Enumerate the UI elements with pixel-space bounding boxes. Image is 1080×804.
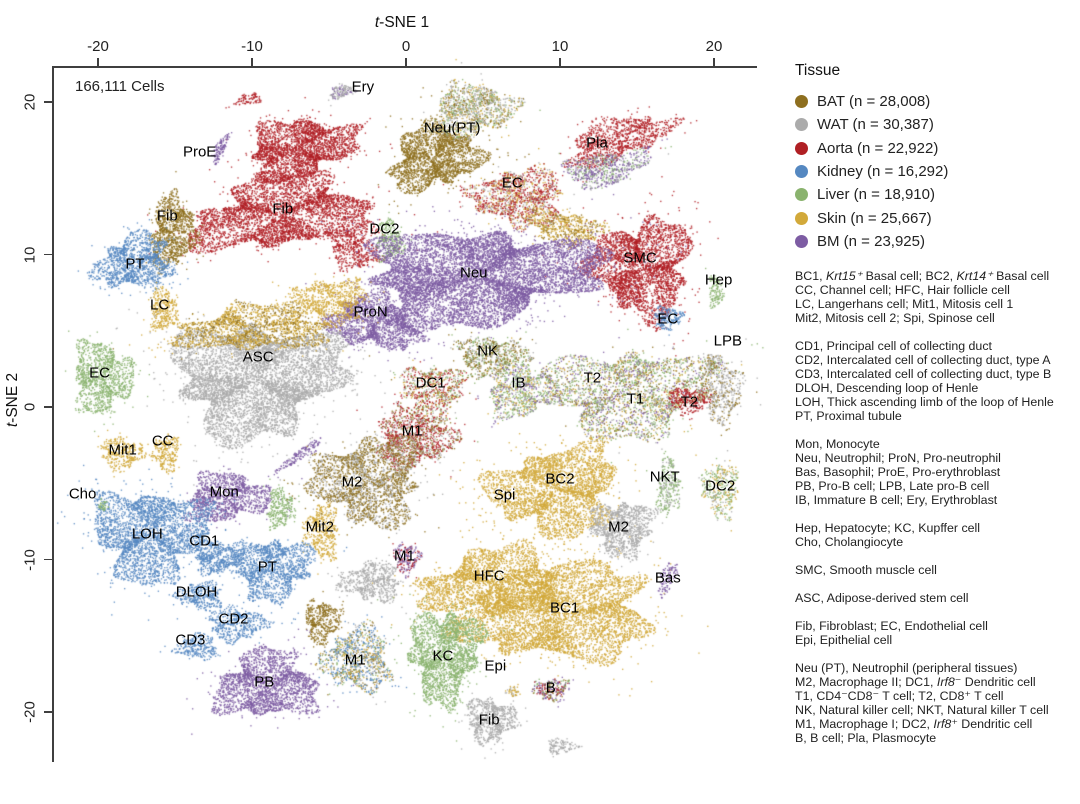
legend-item-label: BM (n = 23,925) — [817, 232, 925, 250]
tissue-swatch-icon — [795, 165, 808, 179]
abbreviation-line: PT, Proximal tubule — [795, 409, 902, 424]
abbreviation-line: DLOH, Descending loop of Henle — [795, 381, 979, 396]
legend-item-label: Liver (n = 18,910) — [817, 186, 935, 204]
legend-item: WAT (n = 30,387) — [788, 113, 1076, 136]
x-axis-title-rest: -SNE 1 — [379, 14, 430, 31]
abbreviation-line: CD3, Intercalated cell of collecting duc… — [795, 367, 1052, 382]
abbreviation-line: LC, Langerhans cell; Mit1, Mitosis cell … — [795, 297, 1014, 312]
legend-item-label: WAT (n = 30,387) — [817, 116, 934, 134]
legend-item: Kidney (n = 16,292) — [788, 160, 1076, 183]
legend-panel: Tissue BAT (n = 28,008) WAT (n = 30,387) A… — [788, 62, 1076, 759]
tissue-swatch-icon — [795, 95, 808, 109]
tissue-swatch-icon — [795, 118, 808, 132]
abbreviation-line: T1, CD4⁻CD8⁻ T cell; T2, CD8⁺ T cell — [795, 689, 1004, 704]
y-tick-mark — [44, 101, 52, 103]
abbreviation-line: Cho, Cholangiocyte — [795, 535, 904, 550]
x-axis-title-italic: t — [374, 14, 380, 31]
legend-item-label: Skin (n = 25,667) — [817, 209, 932, 227]
abbreviation-line: NK, Natural killer cell; NKT, Natural ki… — [795, 703, 1049, 718]
tissue-legend: BAT (n = 28,008) WAT (n = 30,387) Aorta (n… — [788, 90, 1076, 253]
legend-item: Liver (n = 18,910) — [788, 183, 1076, 206]
abbreviation-notes: BC1, Krt15⁺ Basal cell; BC2, Krt14⁺ Basa… — [795, 269, 1076, 745]
abbreviation-line: Mit2, Mitosis cell 2; Spi, Spinose cell — [795, 311, 995, 326]
legend-item-label: Kidney (n = 16,292) — [817, 163, 949, 181]
tissue-swatch-icon — [795, 188, 808, 202]
tissue-swatch-icon — [795, 234, 808, 248]
y-axis-title-rest: -SNE 2 — [4, 372, 21, 423]
legend-item: Skin (n = 25,667) — [788, 206, 1076, 229]
x-tick-mark — [559, 58, 561, 66]
x-tick-mark — [97, 58, 99, 66]
legend-item-label: BAT (n = 28,008) — [817, 93, 931, 111]
abbreviation-line: Fib, Fibroblast; EC, Endothelial cell — [795, 619, 988, 634]
abbreviation-line: IB, Immature B cell; Ery, Erythroblast — [795, 493, 998, 508]
y-tick-mark — [44, 711, 52, 713]
y-tick-label: -10 — [21, 548, 39, 571]
abbreviation-line: Epi, Epithelial cell — [795, 633, 893, 648]
x-tick-label: 10 — [551, 38, 569, 55]
y-tick-mark — [44, 406, 52, 408]
legend-item: BM (n = 23,925) — [788, 230, 1076, 253]
abbreviation-block: Neu (PT), Neutrophil (peripheral tissues… — [795, 661, 1076, 745]
y-tick-label: -20 — [21, 701, 39, 723]
abbreviation-line: CC, Channel cell; HFC, Hair follicle cel… — [795, 283, 1010, 298]
legend-item: BAT (n = 28,008) — [788, 90, 1076, 113]
abbreviation-line: Mon, Monocyte — [795, 437, 880, 452]
abbreviation-line: Neu, Neutrophil; ProN, Pro-neutrophil — [795, 451, 1001, 466]
y-axis-title: t-SNE 2 — [4, 373, 22, 427]
abbreviation-line: Neu (PT), Neutrophil (peripheral tissues… — [795, 661, 1018, 676]
abbreviation-block: Hep, Hepatocyte; KC, Kupffer cell Cho, Ch… — [795, 521, 1076, 549]
y-axis-line — [52, 66, 54, 762]
x-tick-label: 20 — [705, 38, 723, 55]
abbreviation-block: BC1, Krt15⁺ Basal cell; BC2, Krt14⁺ Basa… — [795, 269, 1076, 325]
abbreviation-line: PB, Pro-B cell; LPB, Late pro-B cell — [795, 479, 990, 494]
abbreviation-line: ASC, Adipose-derived stem cell — [795, 591, 969, 606]
x-tick-label: -20 — [87, 38, 109, 55]
tissue-swatch-icon — [795, 141, 808, 155]
abbreviation-block: CD1, Principal cell of collecting duct CD… — [795, 339, 1076, 423]
abbreviation-line: Bas, Basophil; ProE, Pro-erythroblast — [795, 465, 1001, 480]
abbreviation-line: M1, Macrophage I; DC2, Irf8⁺ Dendritic c… — [795, 717, 1033, 732]
abbreviation-line: BC1, Krt15⁺ Basal cell; BC2, Krt14⁺ Basa… — [795, 269, 1050, 284]
y-tick-label: 20 — [21, 93, 39, 111]
x-axis-title: t-SNE 1 — [375, 14, 429, 32]
x-axis-line — [53, 66, 757, 68]
y-tick-label: 0 — [21, 402, 39, 412]
abbreviation-line: CD2, Intercalated cell of collecting duc… — [795, 353, 1051, 368]
x-tick-mark — [405, 58, 407, 66]
legend-item-label: Aorta (n = 22,922) — [817, 139, 939, 157]
y-tick-mark — [44, 558, 52, 561]
abbreviation-line: SMC, Smooth muscle cell — [795, 563, 937, 578]
legend-title: Tissue — [795, 62, 841, 79]
x-tick-label: 0 — [401, 38, 411, 55]
abbreviation-line: LOH, Thick ascending limb of the loop of… — [795, 395, 1054, 410]
y-axis-title-italic: t — [4, 422, 21, 428]
abbreviation-block: Fib, Fibroblast; EC, Endothelial cell Epi… — [795, 619, 1076, 647]
legend-item: Aorta (n = 22,922) — [788, 137, 1076, 160]
x-tick-mark — [251, 58, 253, 66]
abbreviation-line: B, B cell; Pla, Plasmocyte — [795, 731, 937, 746]
x-tick-label: -10 — [241, 38, 263, 55]
y-tick-label: 10 — [21, 246, 39, 263]
x-tick-mark — [713, 58, 715, 66]
abbreviation-block: Mon, Monocyte Neu, Neutrophil; ProN, Pro-… — [795, 437, 1076, 507]
abbreviation-block: ASC, Adipose-derived stem cell — [795, 591, 1076, 605]
abbreviation-line: CD1, Principal cell of collecting duct — [795, 339, 992, 354]
abbreviation-block: SMC, Smooth muscle cell — [795, 563, 1076, 577]
tissue-swatch-icon — [795, 211, 808, 225]
abbreviation-line: M2, Macrophage II; DC1, Irf8⁻ Dendritic … — [795, 675, 1036, 690]
abbreviation-line: Hep, Hepatocyte; KC, Kupffer cell — [795, 521, 981, 536]
cells-count-label: 166,111 Cells — [75, 78, 165, 95]
y-tick-mark — [44, 253, 52, 256]
